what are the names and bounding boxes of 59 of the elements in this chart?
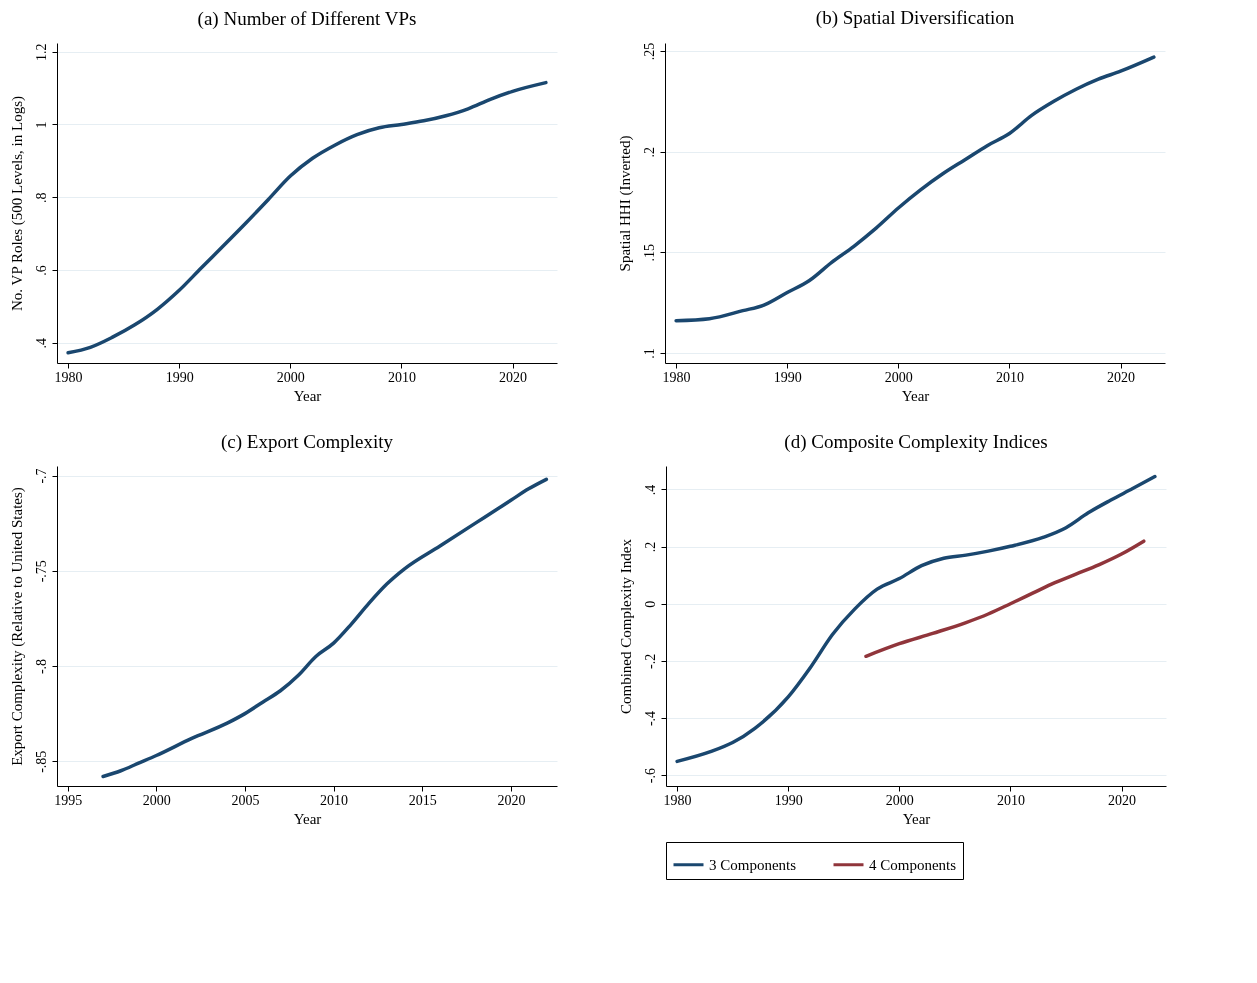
x-tick-label: 2020 [497, 792, 526, 808]
x-axis-title: Year [902, 810, 931, 827]
y-tick-label: .25 [641, 42, 657, 61]
y-tick-label: -.4 [642, 710, 658, 727]
y-tick-label: .6 [33, 265, 49, 276]
x-tick-label: 2010 [996, 792, 1025, 808]
legend-label: 3 Components [709, 856, 797, 873]
y-tick-label: .2 [641, 146, 657, 158]
y-axis-title: No. VP Roles (500 Levels, in Logs) [8, 96, 26, 311]
chart-title: (b) Spatial Diversification [815, 7, 1015, 30]
y-tick-label: .1 [641, 348, 657, 359]
x-tick-label: 2000 [884, 369, 913, 385]
y-tick-label: .8 [33, 192, 49, 203]
y-axis-title: Export Complexity (Relative to United States) [8, 487, 26, 766]
y-tick-label: -.85 [33, 750, 49, 773]
x-tick-label: 1980 [663, 792, 692, 808]
y-axis-title: Spatial HHI (Inverted) [616, 135, 634, 272]
legend-label: 4 Components [869, 856, 957, 873]
chart-title: (c) Export Complexity [220, 431, 394, 453]
y-tick-label: -.8 [33, 658, 49, 675]
line-series [674, 55, 1156, 323]
x-axis-title: Year [901, 387, 930, 404]
x-tick-label: 2005 [231, 792, 260, 808]
y-tick-label: 1.2 [33, 43, 49, 61]
line-series [864, 539, 1146, 659]
x-tick-label: 2020 [1108, 792, 1137, 808]
line-series [101, 477, 549, 779]
chart-title: (d) Composite Complexity Indices [784, 431, 1048, 453]
y-tick-label: -.75 [33, 560, 49, 583]
x-tick-label: 2000 [142, 792, 171, 808]
x-tick-label: 2010 [995, 369, 1024, 385]
y-tick-label: -.7 [33, 468, 49, 484]
y-tick-label: .4 [642, 484, 658, 496]
y-tick-label: .4 [33, 337, 49, 349]
y-tick-label: .2 [642, 541, 658, 553]
x-tick-label: 2000 [885, 792, 914, 808]
y-tick-label: -.2 [642, 653, 658, 669]
x-tick-label: 2010 [387, 369, 416, 385]
x-tick-label: 1990 [165, 369, 194, 385]
x-tick-label: 2020 [1107, 369, 1136, 385]
x-tick-label: 2000 [276, 369, 305, 385]
x-tick-label: 1990 [774, 792, 803, 808]
y-tick-label: .15 [641, 244, 657, 262]
x-tick-label: 1990 [773, 369, 802, 385]
y-tick-label: -.6 [642, 768, 658, 784]
y-tick-label: 0 [642, 600, 658, 608]
x-tick-label: 1980 [662, 369, 691, 385]
x-tick-label: 2020 [499, 369, 528, 385]
x-tick-label: 1980 [54, 369, 83, 385]
x-axis-title: Year [293, 810, 322, 827]
x-tick-label: 2015 [408, 792, 437, 808]
chart-title: (a) Number of Different VPs [197, 7, 417, 30]
x-tick-label: 1995 [54, 792, 83, 808]
x-tick-label: 2010 [320, 792, 349, 808]
line-series [66, 80, 548, 355]
x-axis-title: Year [293, 387, 322, 404]
y-tick-label: 1 [33, 121, 49, 129]
y-axis-title: Combined Complexity Index [617, 538, 634, 714]
line-series [675, 474, 1157, 764]
